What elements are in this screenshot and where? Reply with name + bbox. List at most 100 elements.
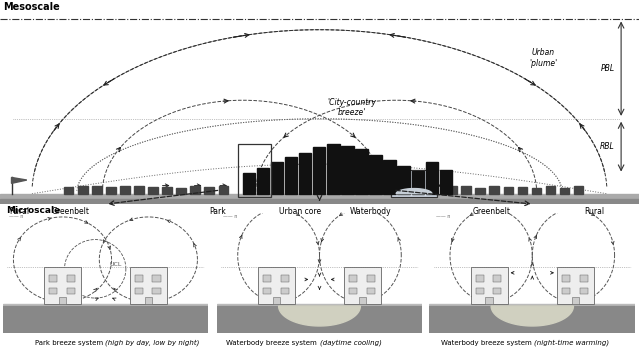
Bar — [145, 297, 152, 304]
Bar — [429, 306, 635, 333]
Bar — [429, 304, 635, 306]
Bar — [580, 288, 588, 295]
Bar — [3, 304, 208, 306]
Bar — [281, 275, 289, 282]
Bar — [135, 288, 143, 295]
Bar — [562, 288, 571, 295]
Bar — [532, 186, 541, 194]
Bar — [489, 188, 499, 194]
Bar — [572, 297, 579, 304]
Text: Rural: Rural — [9, 207, 29, 216]
Bar — [92, 188, 102, 194]
Bar — [470, 267, 507, 304]
Bar — [412, 171, 424, 194]
Bar — [475, 186, 485, 194]
Bar — [426, 162, 438, 194]
Text: —— n: —— n — [436, 214, 450, 219]
Bar — [349, 275, 357, 282]
Bar — [313, 147, 325, 194]
Bar — [0, 194, 639, 204]
Bar — [271, 162, 283, 194]
Bar — [3, 306, 208, 333]
Text: Greenbelt: Greenbelt — [51, 207, 89, 216]
Text: Rural: Rural — [584, 207, 604, 216]
Bar — [66, 275, 75, 282]
Bar — [580, 275, 588, 282]
Bar — [299, 153, 311, 194]
Bar — [263, 288, 272, 295]
Bar — [461, 186, 471, 194]
Text: 'City-country
breeze': 'City-country breeze' — [327, 98, 376, 117]
Bar — [391, 170, 437, 197]
Text: —— n: —— n — [10, 214, 24, 219]
Bar — [273, 297, 280, 304]
Bar — [383, 161, 396, 194]
Bar — [66, 288, 75, 295]
Text: Park breeze system: Park breeze system — [35, 340, 105, 346]
Text: Urban
'plume': Urban 'plume' — [529, 48, 557, 68]
Bar — [285, 157, 297, 194]
Bar — [369, 155, 381, 194]
Text: Park: Park — [209, 207, 226, 216]
Text: Mesoscale: Mesoscale — [3, 2, 60, 12]
Bar — [562, 275, 571, 282]
Text: (night-time warming): (night-time warming) — [534, 339, 609, 346]
Text: (daytime cooling): (daytime cooling) — [320, 339, 381, 346]
Text: RBL: RBL — [600, 142, 615, 151]
Bar — [59, 297, 66, 304]
Bar — [440, 170, 452, 194]
Bar — [327, 144, 339, 194]
Bar — [397, 166, 410, 194]
Text: Urban core: Urban core — [279, 207, 321, 216]
Polygon shape — [279, 306, 360, 326]
Bar — [359, 297, 366, 304]
Polygon shape — [396, 189, 432, 194]
Bar — [447, 186, 457, 194]
Polygon shape — [12, 177, 27, 183]
Text: UCL: UCL — [109, 262, 122, 266]
Bar — [243, 173, 255, 194]
Bar — [504, 188, 513, 194]
Bar — [130, 267, 167, 304]
Bar — [560, 187, 569, 194]
Bar — [258, 267, 295, 304]
Bar — [49, 288, 58, 295]
Bar — [176, 186, 186, 194]
Bar — [238, 144, 271, 197]
Bar — [281, 288, 289, 295]
Bar — [162, 187, 172, 194]
Bar — [518, 187, 527, 194]
Bar — [78, 187, 88, 194]
Text: Microscale: Microscale — [6, 206, 61, 215]
Bar — [217, 306, 422, 333]
Bar — [486, 297, 493, 304]
Bar — [134, 186, 144, 194]
Polygon shape — [491, 306, 573, 326]
Bar — [475, 275, 484, 282]
Bar — [190, 187, 200, 194]
Text: (high by day, low by night): (high by day, low by night) — [105, 339, 200, 346]
Bar — [349, 288, 357, 295]
Bar — [475, 288, 484, 295]
Bar — [341, 145, 353, 194]
Text: Waterbody breeze system: Waterbody breeze system — [440, 340, 534, 346]
Bar — [44, 267, 81, 304]
Bar — [574, 187, 583, 194]
Bar — [217, 304, 422, 306]
Bar — [367, 275, 374, 282]
Text: Waterbody breeze system: Waterbody breeze system — [226, 340, 320, 346]
Bar — [49, 275, 58, 282]
Bar — [355, 149, 367, 194]
Bar — [120, 186, 130, 194]
Bar — [106, 186, 116, 194]
Bar — [257, 168, 269, 194]
Text: —— n: —— n — [224, 214, 238, 219]
Bar — [367, 288, 374, 295]
Bar — [153, 275, 160, 282]
Text: Greenbelt: Greenbelt — [473, 207, 511, 216]
Bar — [135, 275, 143, 282]
Bar — [493, 275, 502, 282]
Bar — [64, 186, 73, 194]
Bar — [204, 188, 214, 194]
Bar — [219, 186, 228, 194]
